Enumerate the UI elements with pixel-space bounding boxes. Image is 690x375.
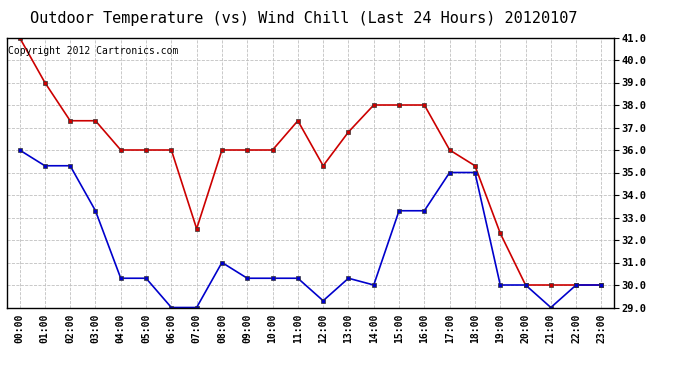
- Text: Copyright 2012 Cartronics.com: Copyright 2012 Cartronics.com: [8, 46, 179, 56]
- Text: Outdoor Temperature (vs) Wind Chill (Last 24 Hours) 20120107: Outdoor Temperature (vs) Wind Chill (Las…: [30, 11, 578, 26]
